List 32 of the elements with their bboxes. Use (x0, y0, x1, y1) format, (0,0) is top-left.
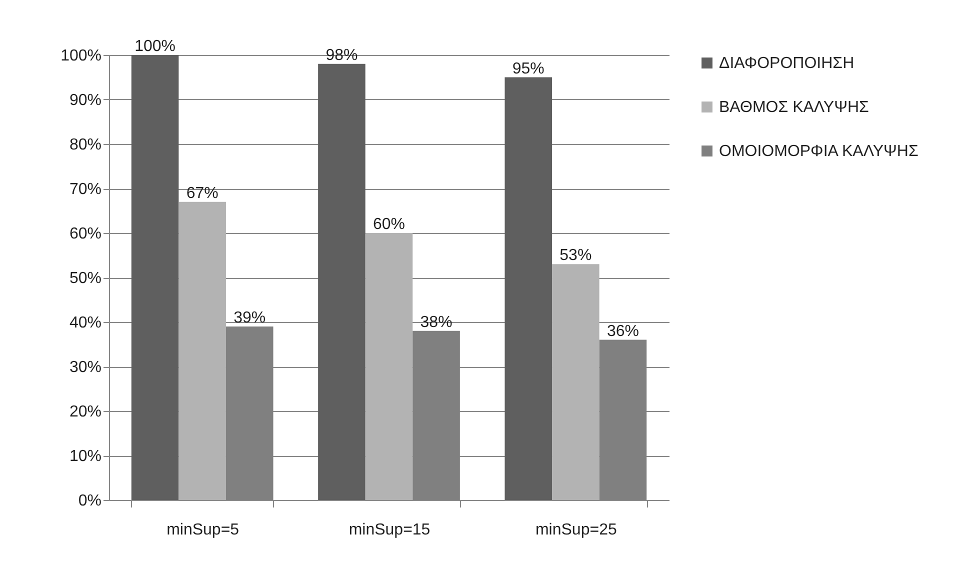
y-tick-label: 80% (69, 136, 102, 154)
data-label: 38% (420, 314, 452, 331)
bar (318, 64, 366, 500)
legend-label: ΟΜΟΙΟΜΟΡΦΙΑ ΚΑΛΥΨΗΣ (719, 143, 918, 160)
data-label: 36% (606, 322, 639, 340)
bar (552, 264, 600, 500)
data-label: 100% (134, 38, 176, 55)
y-tick-label: 0% (78, 492, 102, 510)
y-tick-label: 20% (69, 404, 102, 420)
bar (178, 202, 226, 500)
data-label: 98% (326, 46, 358, 64)
bar (131, 55, 179, 500)
x-tick-label: minSup=5 (166, 522, 240, 538)
y-tick-label: 60% (69, 226, 102, 242)
data-label: 60% (372, 216, 406, 233)
y-tick-label: 40% (69, 314, 102, 332)
y-tick-label: 90% (69, 92, 102, 109)
x-tick-label: minSup=25 (535, 522, 617, 538)
data-label: 95% (512, 60, 544, 78)
data-label: 53% (560, 247, 592, 264)
y-tick-label: 10% (69, 448, 102, 465)
bar (504, 77, 552, 500)
y-tick-label: 50% (69, 270, 102, 287)
y-tick-label: 100% (60, 48, 102, 64)
x-tick-label: minSup=15 (348, 522, 430, 538)
bar (365, 233, 413, 500)
data-label: 39% (234, 309, 266, 326)
legend-label: ΒΑΘΜΟΣ ΚΑΛΥΨΗΣ (719, 99, 869, 116)
data-label: 67% (186, 184, 218, 202)
y-tick-label: 30% (69, 359, 102, 376)
y-tick-label: 70% (69, 181, 102, 198)
legend-label: ΔΙΑΦΟΡΟΠΟΙΗΣΗ (719, 55, 854, 72)
